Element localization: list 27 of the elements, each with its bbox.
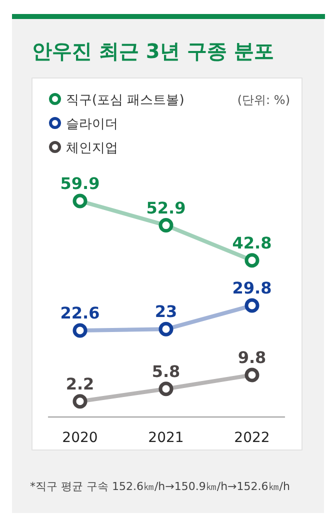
text: (단위: %) <box>237 93 290 107</box>
point <box>72 194 88 208</box>
data-label: 29.8 <box>232 278 272 298</box>
point <box>244 368 260 382</box>
data-label: 52.9 <box>146 198 186 218</box>
data-label: 5.8 <box>152 362 180 381</box>
legend-label: 슬라이더 <box>66 117 118 132</box>
point <box>158 322 174 336</box>
legend-label: 체인지업 <box>66 141 118 156</box>
point <box>158 218 174 233</box>
point <box>244 253 260 268</box>
data-label: 9.8 <box>238 348 266 367</box>
chart-title: 안우진 최근 3년 구종 분포 <box>32 39 274 63</box>
data-label: 2.2 <box>66 374 94 394</box>
x-tick-label: 2020 <box>62 430 98 446</box>
data-label: 23 <box>154 302 178 322</box>
point <box>244 298 260 313</box>
data-label: 42.8 <box>232 233 272 252</box>
text: *직구 평균 구속 152.6㎞/h→150.9㎞/h→152.6㎞/h <box>30 480 290 493</box>
point <box>72 323 88 338</box>
legend-label: 직구(포심 패스트볼) <box>66 93 184 108</box>
x-tick-label: 2021 <box>148 430 184 446</box>
point <box>158 382 174 396</box>
point <box>72 394 88 409</box>
data-label: 59.9 <box>60 174 100 193</box>
x-tick-label: 2022 <box>234 430 270 446</box>
data-label: 22.6 <box>60 304 100 323</box>
